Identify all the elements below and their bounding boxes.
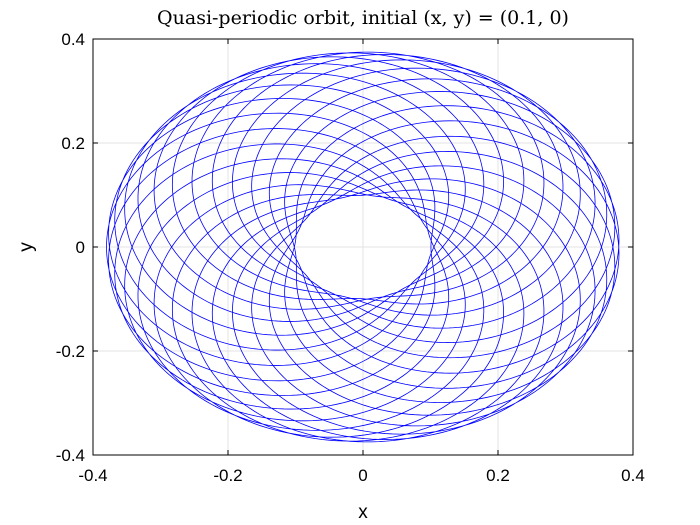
x-tick-label-1: -0.2 (213, 466, 242, 485)
y-tick-label-4: 0.4 (61, 30, 85, 49)
y-axis-ticks: -0.4 -0.2 0 0.2 0.4 (56, 30, 633, 465)
x-tick-label-0: -0.4 (78, 466, 107, 485)
y-tick-label-1: -0.2 (56, 342, 85, 361)
x-tick-label-4: 0.4 (621, 466, 645, 485)
x-axis-label: x (358, 502, 368, 523)
y-axis-label: y (16, 242, 37, 252)
y-tick-label-0: -0.4 (56, 446, 85, 465)
x-axis-ticks: -0.4 -0.2 0 0.2 0.4 (78, 39, 645, 485)
chart-title: Quasi-periodic orbit, initial (x, y) = (… (157, 7, 569, 29)
x-tick-label-3: 0.2 (486, 466, 510, 485)
plot-area: -0.4 -0.2 0 0.2 0.4 -0.4 -0.2 0 0.2 0.4 (56, 30, 645, 485)
y-tick-label-3: 0.2 (61, 134, 85, 153)
orbit-line (106, 51, 620, 443)
x-tick-label-2: 0 (358, 466, 367, 485)
orbit-series (106, 51, 620, 443)
y-tick-label-2: 0 (76, 238, 85, 257)
